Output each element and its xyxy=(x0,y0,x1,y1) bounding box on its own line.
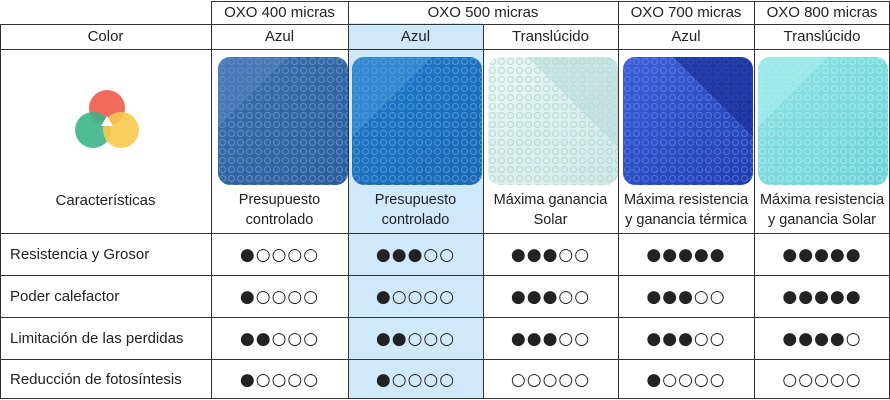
grid-line xyxy=(211,1,890,2)
desc-oxo500-translucido: Máxima ganancia Solar xyxy=(493,192,608,228)
grid-line xyxy=(0,24,890,25)
rating-limitacion-oxo500-translucido: ●●●○○ xyxy=(510,328,591,349)
grid-line xyxy=(0,398,890,399)
rating-poder-oxo800: ●●●●● xyxy=(782,286,862,307)
desc-oxo500-azul: Presupuesto controlado xyxy=(374,192,457,228)
rating-reduccion-oxo400: ●○○○○ xyxy=(239,369,320,390)
rating-limitacion-oxo700: ●●●○○ xyxy=(646,328,726,349)
rating-resistencia-oxo400: ●○○○○ xyxy=(239,244,320,265)
features-label: Características xyxy=(55,191,156,209)
desc-oxo700: Máxima resistencia y ganancia térmica xyxy=(623,192,749,228)
row-label-poder: Poder calefactor xyxy=(10,288,120,305)
grid-line xyxy=(211,1,212,399)
grid-line xyxy=(0,49,890,50)
color-oxo400: Azul xyxy=(264,28,295,45)
row-label-reduccion: Reducción de fotosíntesis xyxy=(10,371,182,388)
rating-reduccion-oxo800: ○○○○○ xyxy=(782,369,862,390)
product-header-oxo400: OXO 400 micras xyxy=(224,4,335,21)
rating-limitacion-oxo500-azul: ●●○○○ xyxy=(375,328,456,349)
desc-oxo400: Presupuesto controlado xyxy=(238,192,321,228)
swatch-oxo500-translucido xyxy=(488,57,618,185)
swatch-oxo700-azul xyxy=(623,57,753,185)
grid-line xyxy=(0,233,890,234)
color-venn-icon xyxy=(72,86,142,154)
rating-resistencia-oxo500-translucido: ●●●○○ xyxy=(510,244,591,265)
color-row-label: Color xyxy=(87,28,124,45)
row-label-resistencia: Resistencia y Grosor xyxy=(10,246,150,263)
swatch-oxo800-translucido xyxy=(758,57,888,185)
rating-reduccion-oxo700: ●○○○○ xyxy=(646,369,726,390)
color-oxo500-translucido: Translúcido xyxy=(512,28,589,45)
grid-line xyxy=(0,317,890,318)
rating-poder-oxo500-azul: ●○○○○ xyxy=(375,286,456,307)
rating-reduccion-oxo500-azul: ●○○○○ xyxy=(375,369,456,390)
rating-poder-oxo400: ●○○○○ xyxy=(239,286,320,307)
row-label-limitacion: Limitación de las perdidas xyxy=(10,330,184,347)
rating-resistencia-oxo800: ●●●●● xyxy=(782,244,862,265)
rating-limitacion-oxo400: ●●○○○ xyxy=(239,328,320,349)
product-header-oxo500: OXO 500 micras xyxy=(427,4,539,21)
rating-poder-oxo700: ●●●○○ xyxy=(646,286,726,307)
grid-line xyxy=(0,359,890,360)
rating-limitacion-oxo800: ●●●●○ xyxy=(782,328,862,349)
product-header-oxo800: OXO 800 micras xyxy=(766,4,878,21)
color-oxo500-azul: Azul xyxy=(400,28,431,45)
grid-line xyxy=(754,1,755,399)
color-oxo800: Translúcido xyxy=(783,28,861,45)
grid-line xyxy=(483,24,484,399)
rating-reduccion-oxo500-translucido: ○○○○○ xyxy=(510,369,591,390)
product-header-oxo700: OXO 700 micras xyxy=(630,4,742,21)
grid-line xyxy=(348,1,349,399)
swatch-oxo400-azul xyxy=(218,57,348,185)
rating-resistencia-oxo700: ●●●●● xyxy=(646,244,726,265)
rating-poder-oxo500-translucido: ●●●○○ xyxy=(510,286,591,307)
grid-line xyxy=(0,275,890,276)
desc-oxo800: Máxima resistencia y ganancia Solar xyxy=(759,192,885,228)
swatch-oxo500-azul xyxy=(352,57,482,185)
grid-line xyxy=(618,1,619,399)
rating-resistencia-oxo500-azul: ●●●○○ xyxy=(375,244,456,265)
color-oxo700: Azul xyxy=(671,28,701,45)
grid-line xyxy=(0,24,1,399)
